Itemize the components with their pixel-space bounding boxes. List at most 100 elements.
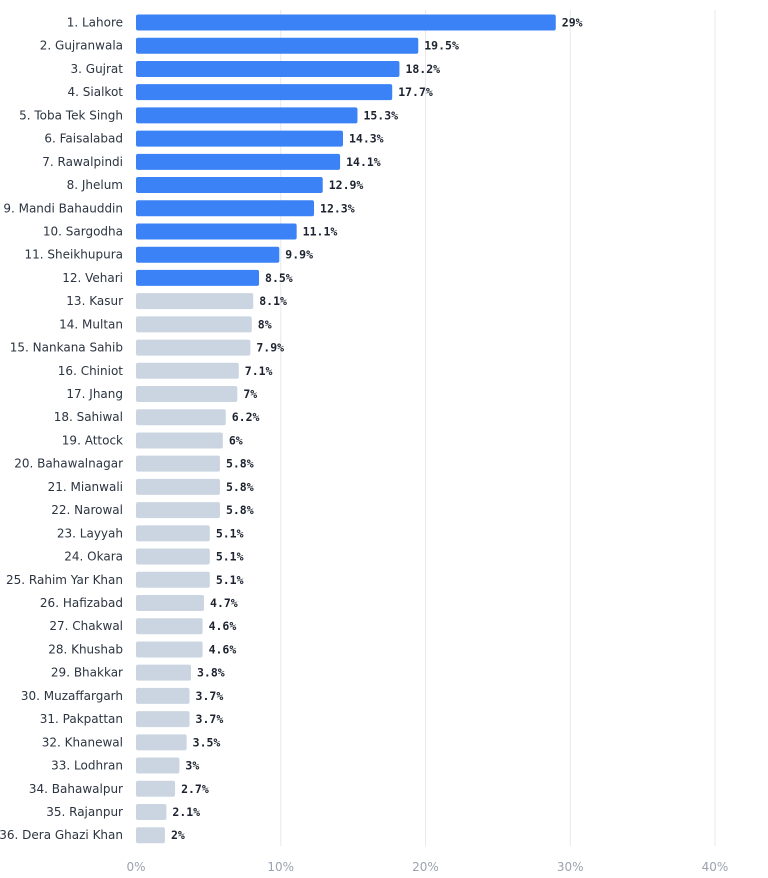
data-label: 8.5% — [265, 271, 293, 285]
data-label: 3.8% — [197, 666, 225, 680]
category-label: 11. Sheikhupura — [24, 248, 123, 262]
bar — [136, 595, 205, 611]
data-label: 5.1% — [216, 550, 244, 564]
bar — [136, 84, 393, 101]
category-label: 15. Nankana Sahib — [10, 341, 123, 355]
category-label: 22. Narowal — [51, 503, 123, 517]
bar — [136, 107, 358, 124]
data-label: 5.1% — [216, 526, 244, 540]
data-label: 4.6% — [209, 619, 237, 633]
category-label: 32. Khanewal — [42, 735, 123, 749]
category-label: 23. Layyah — [57, 526, 123, 540]
data-label: 5.8% — [226, 480, 254, 494]
category-label: 29. Bhakkar — [51, 666, 123, 680]
category-label: 1. Lahore — [67, 16, 123, 30]
category-label: 14. Multan — [59, 317, 123, 331]
bar — [136, 548, 210, 565]
category-label: 3. Gujrat — [71, 62, 124, 76]
data-label: 2% — [171, 828, 185, 842]
data-label: 12.9% — [329, 178, 364, 192]
bar — [136, 177, 323, 194]
data-label: 5.1% — [216, 573, 244, 587]
bar — [136, 618, 203, 635]
data-label: 8% — [258, 317, 272, 331]
bar — [136, 502, 220, 519]
data-label: 9.9% — [285, 248, 313, 262]
data-label: 12.3% — [320, 201, 355, 215]
data-label: 3% — [185, 759, 199, 773]
category-label: 7. Rawalpindi — [42, 155, 123, 169]
data-label: 15.3% — [363, 108, 398, 122]
category-label: 28. Khushab — [48, 642, 123, 656]
category-label: 17. Jhang — [66, 387, 123, 401]
data-label: 14.1% — [346, 155, 381, 169]
bar — [136, 246, 280, 263]
category-label: 21. Mianwali — [48, 480, 123, 494]
bar — [136, 316, 252, 333]
x-tick-label: 10% — [267, 860, 294, 874]
bar — [136, 386, 238, 403]
category-label: 30. Muzaffargarh — [21, 689, 123, 703]
category-label: 13. Kasur — [66, 294, 123, 308]
category-label: 19. Attock — [62, 433, 123, 447]
data-label: 8.1% — [259, 294, 287, 308]
x-tick-label: 30% — [557, 860, 584, 874]
bar — [136, 362, 239, 379]
category-label: 36. Dera Ghazi Khan — [0, 828, 123, 842]
data-label: 6% — [229, 433, 243, 447]
bar — [136, 269, 260, 286]
data-label: 4.7% — [210, 596, 238, 610]
bar — [136, 711, 190, 728]
category-label: 10. Sargodha — [43, 224, 123, 238]
bar — [136, 60, 400, 77]
category-label: 4. Sialkot — [68, 85, 124, 99]
bar — [136, 409, 226, 426]
category-label: 12. Vehari — [62, 271, 123, 285]
bars — [136, 14, 556, 844]
bar — [136, 757, 180, 774]
category-label: 8. Jhelum — [67, 178, 123, 192]
category-labels: 1. Lahore 2. Gujranwala 3. Gujrat 4. Sialko… — [0, 16, 123, 843]
data-label: 6.2% — [232, 410, 260, 424]
bar — [136, 641, 203, 658]
bar — [136, 803, 167, 820]
category-label: 33. Lodhran — [51, 759, 123, 773]
bar — [136, 200, 315, 217]
data-label: 5.8% — [226, 503, 254, 517]
data-label: 14.3% — [349, 132, 384, 146]
bar — [136, 14, 556, 31]
category-label: 9. Mandi Bahauddin — [3, 201, 123, 215]
data-label: 2.7% — [181, 782, 209, 796]
bar — [136, 780, 176, 797]
data-label: 7.9% — [256, 341, 284, 355]
bar — [136, 571, 210, 588]
category-label: 24. Okara — [64, 550, 123, 564]
x-axis-ticks: 0% 10% 20% 30% 40% — [126, 860, 728, 874]
bar — [136, 664, 192, 681]
bar — [136, 687, 190, 704]
bar — [136, 827, 165, 844]
category-label: 27. Chakwal — [49, 619, 123, 633]
data-label: 2.1% — [172, 805, 200, 819]
bar — [136, 130, 343, 147]
category-label: 25. Rahim Yar Khan — [6, 573, 123, 587]
data-label: 3.7% — [196, 689, 224, 703]
bar — [136, 525, 210, 542]
value-labels: 29% 19.5% 18.2% 17.7%15.3% 14.3% 14.1% 12.9% 12… — [171, 16, 583, 843]
category-label: 34. Bahawalpur — [29, 782, 123, 796]
bar — [136, 478, 220, 495]
bar — [136, 339, 251, 356]
data-label: 3.7% — [196, 712, 224, 726]
bar — [136, 37, 419, 54]
data-label: 7.1% — [245, 364, 273, 378]
data-label: 19.5% — [424, 39, 459, 53]
category-label: 2. Gujranwala — [40, 39, 123, 53]
bar — [136, 734, 187, 751]
bar — [136, 293, 254, 310]
data-label: 7% — [243, 387, 257, 401]
category-label: 18. Sahiwal — [54, 410, 123, 424]
category-label: 6. Faisalabad — [44, 132, 123, 146]
bar — [136, 432, 223, 449]
category-label: 16. Chiniot — [58, 364, 123, 378]
category-label: 20. Bahawalnagar — [14, 457, 123, 471]
